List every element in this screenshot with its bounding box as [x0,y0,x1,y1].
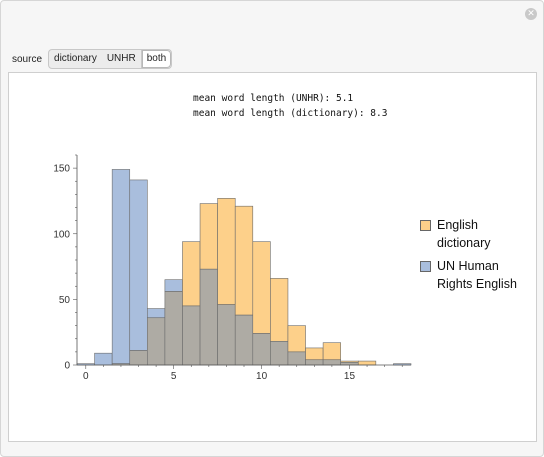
histogram-bar-dictionary [234,205,254,316]
histogram-bar-unhr [164,279,183,292]
legend-item-unhr: UN Human Rights English [420,257,517,293]
histogram-bar-overlap [217,304,236,366]
histogram-bar-overlap [199,268,218,366]
x-tick-label: 0 [83,371,89,382]
histogram-bar-overlap [182,305,201,366]
histogram-bar-unhr [111,169,131,364]
histogram-bar-overlap [287,351,306,366]
histogram-bar-dictionary [217,198,236,305]
histogram-bar-overlap [322,359,341,366]
y-tick-label: 50 [59,295,71,306]
legend-swatch-dictionary [420,220,431,231]
histogram-bar-unhr [129,179,148,351]
legend-swatch-unhr [420,261,431,272]
close-icon[interactable]: ✕ [525,8,537,20]
histogram-bar-dictionary [322,342,341,361]
histogram-bar-dictionary [287,325,306,353]
legend-label-dictionary: English dictionary [437,218,491,250]
histogram-bar-overlap [129,350,148,366]
legend-label-unhr: UN Human Rights English [437,259,517,291]
chart-legend: English dictionary UN Human Rights Engli… [420,216,517,298]
x-tick-label: 5 [171,371,177,382]
x-tick-label: 15 [344,371,356,382]
histogram-bar-dictionary [305,347,324,361]
source-option-both[interactable]: both [140,50,172,68]
histogram-bar-overlap [147,317,166,366]
histogram-bar-unhr [94,352,113,366]
histogram-bar-dictionary [270,278,289,342]
histogram-bar-overlap [305,359,324,366]
histogram-bar-overlap [270,341,289,366]
histogram-bar-dictionary [182,241,201,307]
source-label: source [12,53,43,65]
y-tick-label: 0 [64,361,70,372]
stats-text: mean word length (UNHR): 5.1 mean word l… [193,91,387,121]
stat-dictionary-mean: mean word length (dictionary): 8.3 [193,108,388,119]
histogram-bar-dictionary [252,241,271,334]
legend-item-dictionary: English dictionary [420,216,517,252]
histogram-bar-overlap [252,333,271,366]
histogram-bar-unhr [147,308,166,319]
source-control: source dictionary UNHR both [12,49,173,69]
histogram-bar-dictionary [199,203,218,270]
y-tick-label: 150 [53,164,70,175]
stat-unhr-mean: mean word length (UNHR): 5.1 [193,93,354,104]
histogram-bar-dictionary [357,360,377,366]
source-option-dictionary[interactable]: dictionary [54,53,97,64]
x-tick-label: 10 [256,371,268,382]
output-panel: mean word length (UNHR): 5.1 mean word l… [8,72,537,442]
y-tick-label: 100 [53,229,70,240]
source-option-unhr[interactable]: UNHR [106,53,136,64]
source-segmented-control: dictionary UNHR both [48,49,173,69]
histogram-bar-overlap [234,314,254,366]
histogram-bar-overlap [164,291,183,366]
